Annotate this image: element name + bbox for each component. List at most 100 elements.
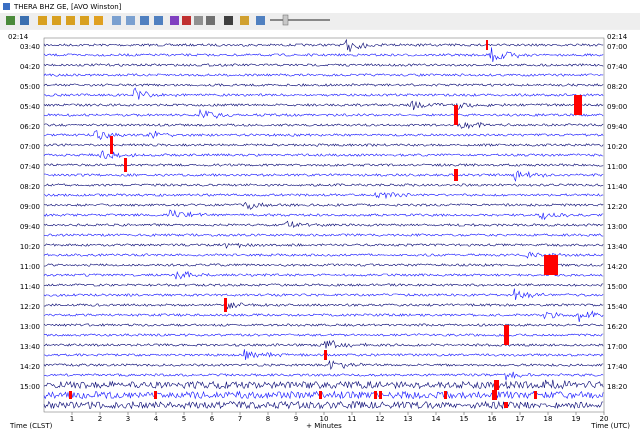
tool-button[interactable] <box>20 16 29 25</box>
right-axis-label: Time (UTC) <box>590 422 630 430</box>
minute-tick-label: 4 <box>154 415 159 423</box>
slider-thumb[interactable] <box>282 14 289 26</box>
trace <box>43 371 604 381</box>
left-time-label: 13:40 <box>20 343 40 351</box>
left-time-label: 09:40 <box>20 223 40 231</box>
tool-button[interactable] <box>182 16 191 25</box>
trace <box>43 63 604 67</box>
minute-tick-label: 13 <box>404 415 413 423</box>
trace <box>43 340 604 349</box>
minute-tick-label: 1 <box>70 415 74 423</box>
trace <box>43 100 604 111</box>
minute-tick-label: 9 <box>294 415 298 423</box>
minute-tick-label: 17 <box>516 415 525 423</box>
clipped-segment <box>154 391 157 399</box>
clipped-segment <box>324 350 327 360</box>
tool-button[interactable] <box>206 16 215 25</box>
left-time-label: 11:40 <box>20 283 40 291</box>
trace <box>43 251 604 259</box>
clipped-segment <box>444 391 447 399</box>
clipped-segment <box>319 391 322 399</box>
clipped-segment <box>504 325 509 345</box>
right-time-label: 07:40 <box>607 63 627 71</box>
tool-button[interactable] <box>112 16 121 25</box>
left-time-label: 15:00 <box>20 383 40 391</box>
tool-button[interactable] <box>154 16 163 25</box>
toolbar-icons <box>6 14 330 26</box>
tool-button[interactable] <box>38 16 47 25</box>
left-time-label: 04:20 <box>20 63 40 71</box>
clipped-segment <box>69 391 72 399</box>
trace <box>43 379 604 390</box>
minute-tick-label: 6 <box>210 415 215 423</box>
tool-button[interactable] <box>194 16 203 25</box>
minute-tick-label: 10 <box>320 415 329 423</box>
tool-button[interactable] <box>256 16 265 25</box>
minute-tick-label: 3 <box>126 415 130 423</box>
trace <box>43 390 604 400</box>
trace <box>43 400 604 410</box>
clipped-segment <box>454 105 458 125</box>
tool-button[interactable] <box>170 16 179 25</box>
minute-tick-label: 12 <box>376 415 385 423</box>
trace <box>43 202 604 210</box>
right-time-label: 17:40 <box>607 363 627 371</box>
clipped-segment <box>544 255 558 275</box>
minute-tick-label: 11 <box>348 415 357 423</box>
clipped-segment <box>454 169 458 181</box>
right-time-label: 15:40 <box>607 303 627 311</box>
trace <box>43 121 604 130</box>
tool-button[interactable] <box>94 16 103 25</box>
left-time-label: 13:00 <box>20 323 40 331</box>
clipped-segment <box>124 158 127 172</box>
right-time-label: 16:20 <box>607 323 627 331</box>
trace <box>43 183 604 187</box>
right-time-label: 14:20 <box>607 263 627 271</box>
minute-tick-label: 15 <box>460 415 469 423</box>
clipped-segment <box>224 298 227 312</box>
right-time-label: 07:00 <box>607 43 627 51</box>
minute-tick-label: 2 <box>98 415 102 423</box>
left-time-label: 06:20 <box>20 123 40 131</box>
left-time-label: 05:40 <box>20 103 40 111</box>
title-bar <box>0 0 640 13</box>
trace <box>43 87 604 100</box>
left-time-label: 10:20 <box>20 243 40 251</box>
trace <box>43 333 604 337</box>
x-axis-label: + Minutes <box>306 422 342 430</box>
tool-button[interactable] <box>140 16 149 25</box>
clipped-segment <box>504 402 508 408</box>
right-time-label: 08:20 <box>607 83 627 91</box>
minute-tick-label: 14 <box>432 415 441 423</box>
tool-button[interactable] <box>240 16 249 25</box>
trace <box>43 220 604 229</box>
tool-button[interactable] <box>224 16 233 25</box>
clipped-segment <box>574 95 582 115</box>
clipped-segment <box>486 40 488 50</box>
clipped-segment <box>110 136 113 154</box>
trace <box>43 191 604 200</box>
right-time-label: 11:00 <box>607 163 627 171</box>
tool-button[interactable] <box>52 16 61 25</box>
minute-tick-label: 5 <box>182 415 186 423</box>
trace <box>43 163 604 167</box>
trace <box>43 150 604 159</box>
tool-button[interactable] <box>126 16 135 25</box>
right-time-label: 09:40 <box>607 123 627 131</box>
trace <box>43 301 604 310</box>
tool-button[interactable] <box>80 16 89 25</box>
left-time-label: 07:00 <box>20 143 40 151</box>
tool-button[interactable] <box>66 16 75 25</box>
left-time-label: 03:40 <box>20 43 40 51</box>
left-time-label: 09:00 <box>20 203 40 211</box>
right-time-label: 11:40 <box>607 183 627 191</box>
clipped-segment <box>492 390 497 400</box>
left-time-label: 14:20 <box>20 363 40 371</box>
left-time-label: 07:40 <box>20 163 40 171</box>
traces <box>43 38 604 410</box>
minute-tick-label: 18 <box>544 415 553 423</box>
tool-button[interactable] <box>6 16 15 25</box>
minute-tick-label: 19 <box>572 415 581 423</box>
trace <box>43 209 604 221</box>
minute-tick-label: 7 <box>238 415 242 423</box>
